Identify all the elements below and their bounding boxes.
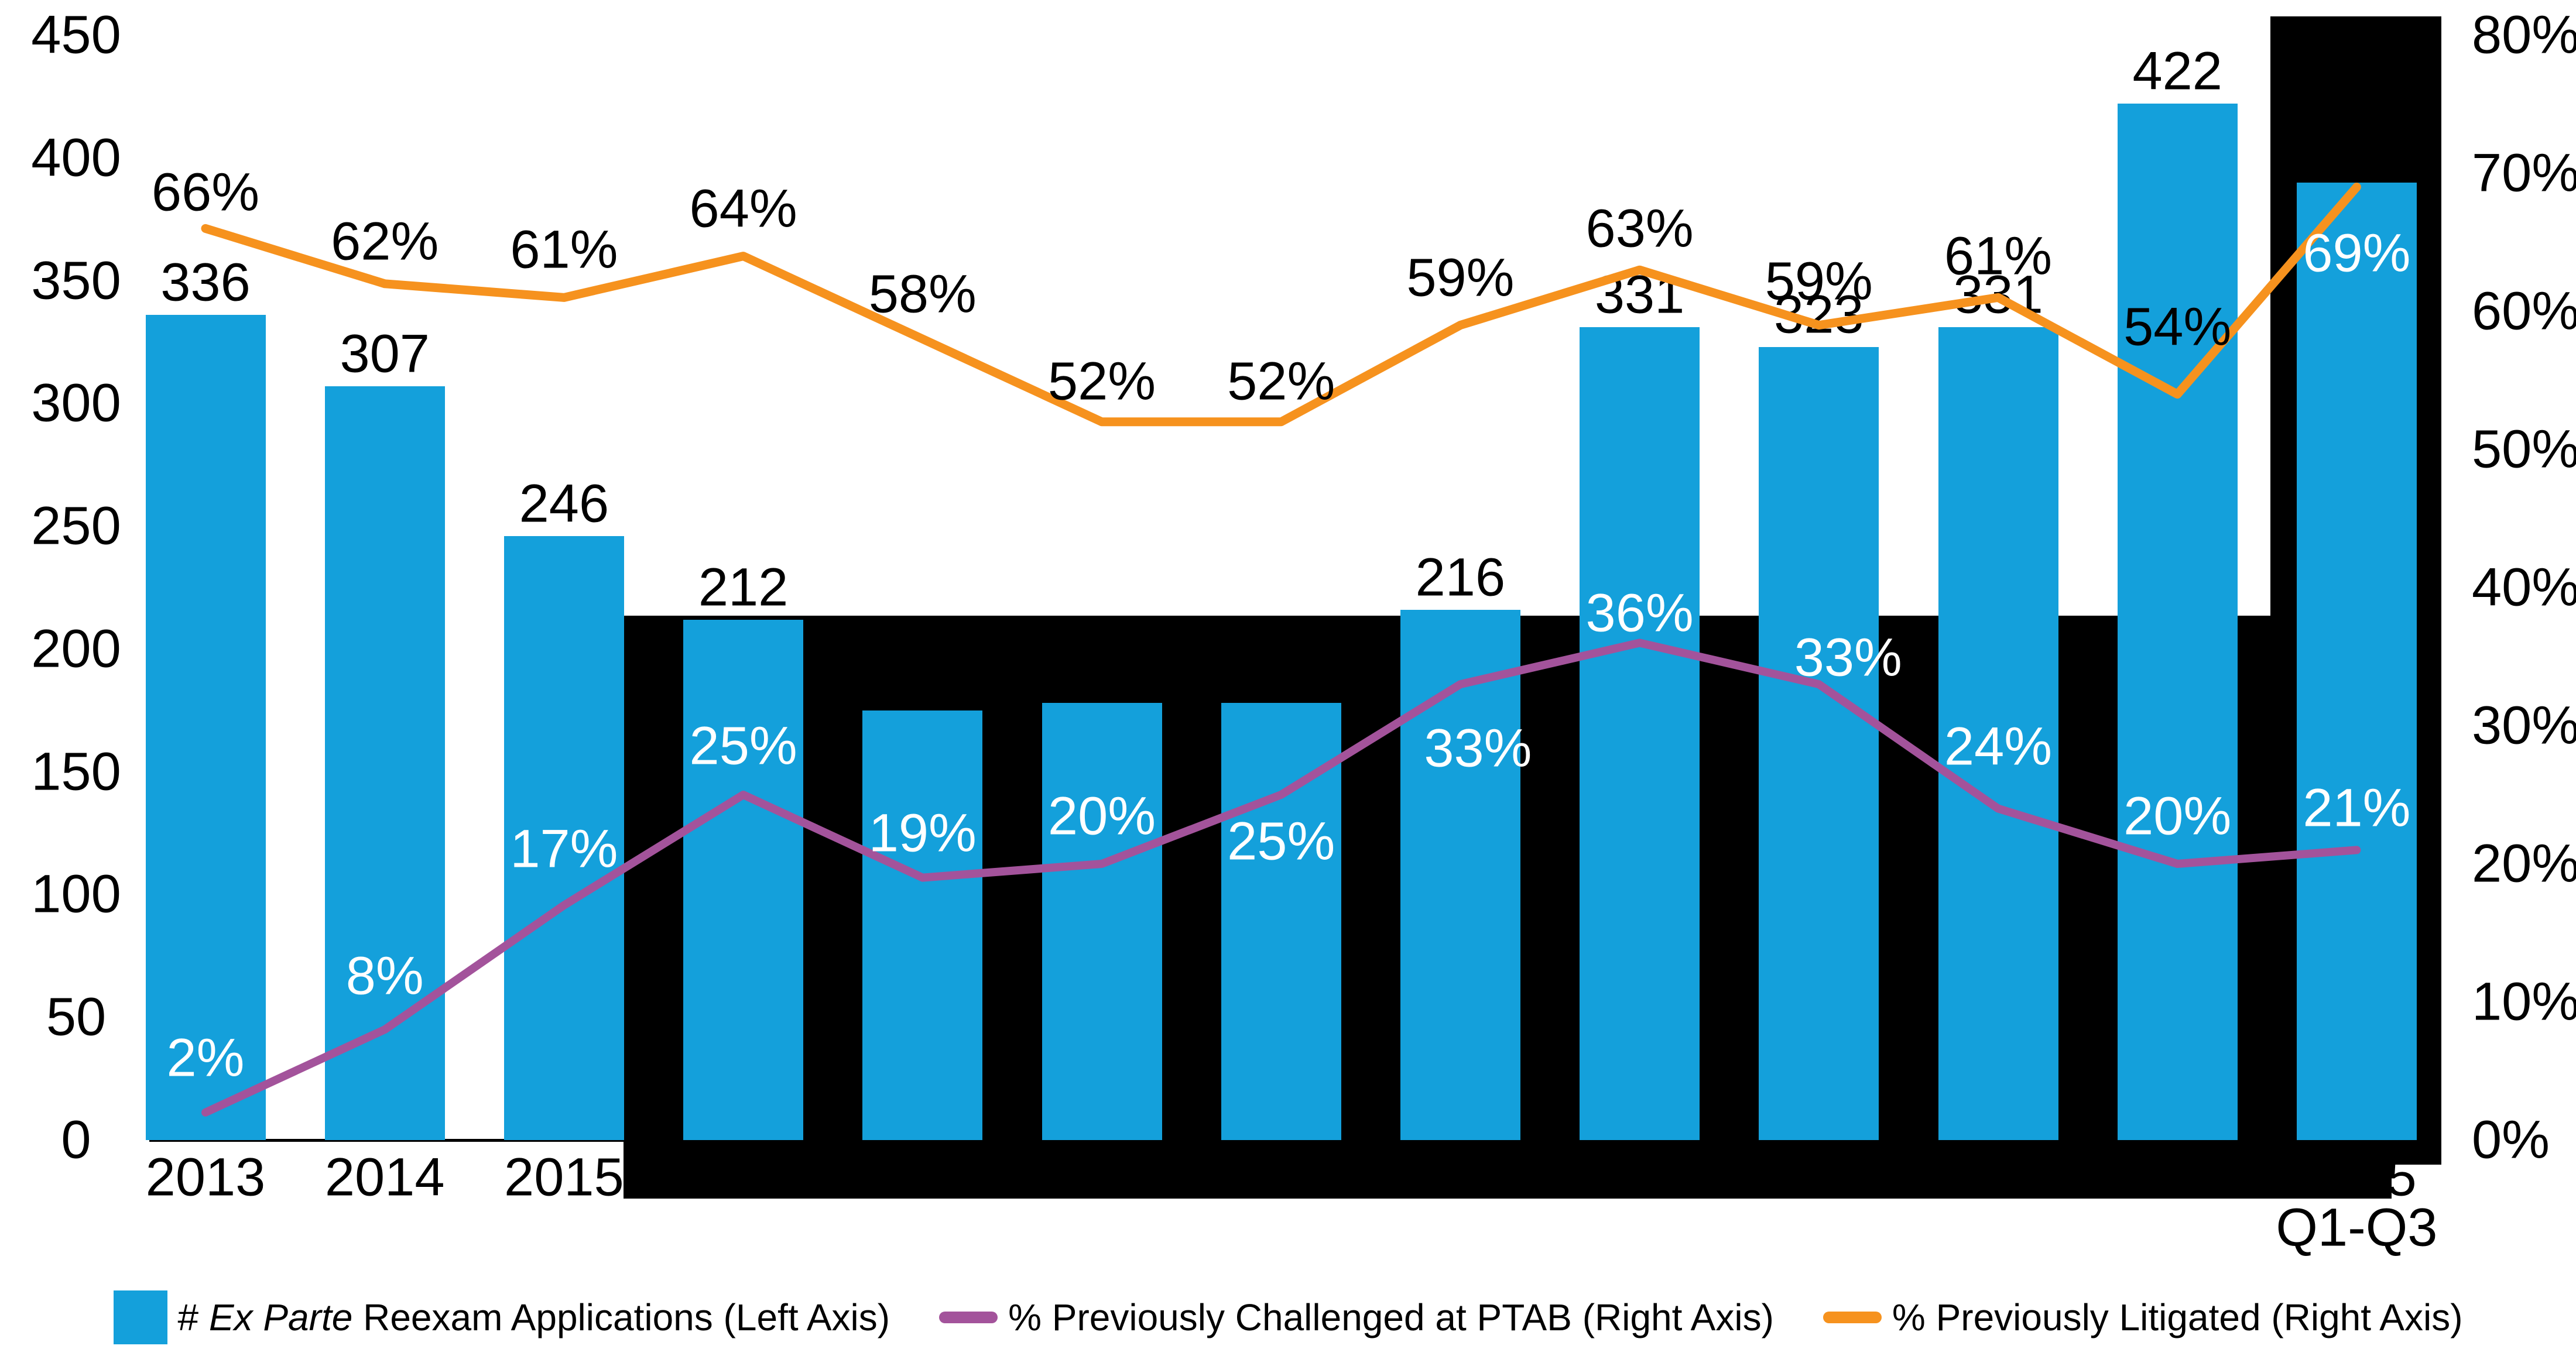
- y-axis-right-tick-label: 0%: [2472, 1110, 2550, 1170]
- legend-item-previously-challenged: % Previously Challenged at PTAB (Right A…: [939, 1296, 1774, 1339]
- orange-line-point-label: 59%: [1765, 251, 1873, 311]
- bar: [503, 536, 624, 1140]
- y-axis-right-tick-label: 30%: [2472, 695, 2576, 756]
- orange-line-point-label: 63%: [1585, 198, 1694, 259]
- bar: [1938, 327, 2058, 1140]
- bar-value-label: 216: [1415, 547, 1506, 607]
- bar-value-label: 336: [160, 252, 251, 313]
- bar: [1759, 346, 1879, 1140]
- legend-swatch-orange-line-icon: [1823, 1312, 1882, 1323]
- x-tick-sublabel-q1-q3: Q1-Q3: [2276, 1197, 2438, 1258]
- legend-label-previously-litigated: % Previously Litigated (Right Axis): [1892, 1296, 2463, 1338]
- purple-line-point-label: 20%: [1047, 786, 1156, 846]
- purple-line-point-label: 24%: [1944, 716, 2053, 777]
- y-axis-left-tick-label: 350: [31, 250, 121, 311]
- purple-line-point-label: 20%: [2123, 786, 2232, 846]
- line-previously-litigated: [201, 183, 2361, 427]
- purple-line-point-label: 2%: [166, 1028, 245, 1088]
- y-axis-right-tick-label: 50%: [2472, 419, 2576, 479]
- legend-swatch-purple-line-icon: [939, 1312, 998, 1323]
- x-tick-label: 2014: [324, 1147, 445, 1207]
- y-axis-left-tick-label: 0: [61, 1110, 91, 1170]
- bar-value-label: 307: [340, 324, 430, 384]
- y-axis-right-tick-label: 40%: [2472, 557, 2576, 617]
- bar-value-label: 212: [698, 557, 789, 617]
- y-axis-right-tick-label: 60%: [2472, 281, 2576, 341]
- y-axis-left-tick-label: 200: [31, 619, 121, 679]
- orange-line-point-label: 61%: [510, 219, 618, 280]
- y-axis-right-tick-label: 80%: [2472, 5, 2576, 65]
- y-axis-left-tick-label: 300: [31, 373, 121, 433]
- purple-line-point-label: 19%: [868, 803, 977, 863]
- purple-line-point-label: 25%: [689, 716, 797, 776]
- bar: [2296, 182, 2417, 1140]
- purple-line-point-label: 36%: [1585, 583, 1694, 643]
- bar: [1042, 703, 1162, 1140]
- orange-line-point-label: 59%: [1406, 248, 1515, 308]
- y-axis-left-tick-label: 400: [31, 128, 121, 188]
- orange-line-point-label: 66%: [151, 162, 260, 222]
- orange-line-point-label: 58%: [868, 264, 977, 324]
- y-axis-left-tick-label: 150: [31, 742, 121, 802]
- bar-value-label: 246: [519, 473, 609, 534]
- purple-line-point-label: 17%: [510, 819, 618, 879]
- purple-line-point-label: 8%: [345, 946, 424, 1006]
- x-tick-label: 2015: [504, 1147, 624, 1207]
- bar-value-label: 422: [2132, 41, 2222, 101]
- purple-line-point-label: 25%: [1227, 811, 1335, 871]
- orange-line-point-label: 52%: [1227, 351, 1335, 411]
- legend-item-reexam-applications: # Ex Parte Reexam Applications (Left Axi…: [113, 1290, 890, 1344]
- orange-line-point-label: 69%: [2303, 223, 2411, 283]
- legend-label-reexam-applications: # Ex Parte Reexam Applications (Left Axi…: [177, 1296, 890, 1338]
- bar: [145, 315, 266, 1140]
- y-axis-right-tick-label: 20%: [2472, 833, 2576, 894]
- orange-line-point-label: 64%: [689, 179, 797, 239]
- bar: [1580, 327, 1700, 1140]
- line-previously-challenged: [201, 639, 2361, 1117]
- bar: [1400, 609, 1520, 1140]
- bar: [324, 386, 445, 1140]
- purple-line-point-label: 33%: [1424, 718, 1532, 778]
- legend: # Ex Parte Reexam Applications (Left Axi…: [0, 1285, 2576, 1349]
- x-tick-label: 2013: [145, 1147, 266, 1207]
- bar: [2117, 104, 2238, 1140]
- legend-item-previously-litigated: % Previously Litigated (Right Axis): [1823, 1296, 2463, 1339]
- orange-line-point-label: 62%: [331, 211, 439, 272]
- y-axis-right-tick-label: 10%: [2472, 972, 2576, 1032]
- y-axis-right-tick-label: 70%: [2472, 143, 2576, 203]
- y-axis-left-tick-label: 50: [46, 987, 107, 1047]
- y-axis-left-tick-label: 100: [31, 864, 121, 924]
- orange-line-point-label: 54%: [2123, 297, 2232, 357]
- y-axis-left-tick-label: 250: [31, 496, 121, 556]
- legend-label-previously-challenged: % Previously Challenged at PTAB (Right A…: [1008, 1296, 1774, 1338]
- bar: [862, 710, 983, 1140]
- purple-line-point-label: 33%: [1794, 627, 1902, 688]
- purple-line-point-label: 21%: [2303, 778, 2411, 838]
- bar: [683, 619, 804, 1140]
- legend-swatch-bar-icon: [113, 1290, 167, 1344]
- orange-line-point-label: 61%: [1944, 226, 2053, 286]
- orange-line-point-label: 52%: [1047, 351, 1156, 411]
- bar: [1221, 703, 1341, 1140]
- y-axis-left-tick-label: 450: [31, 5, 121, 65]
